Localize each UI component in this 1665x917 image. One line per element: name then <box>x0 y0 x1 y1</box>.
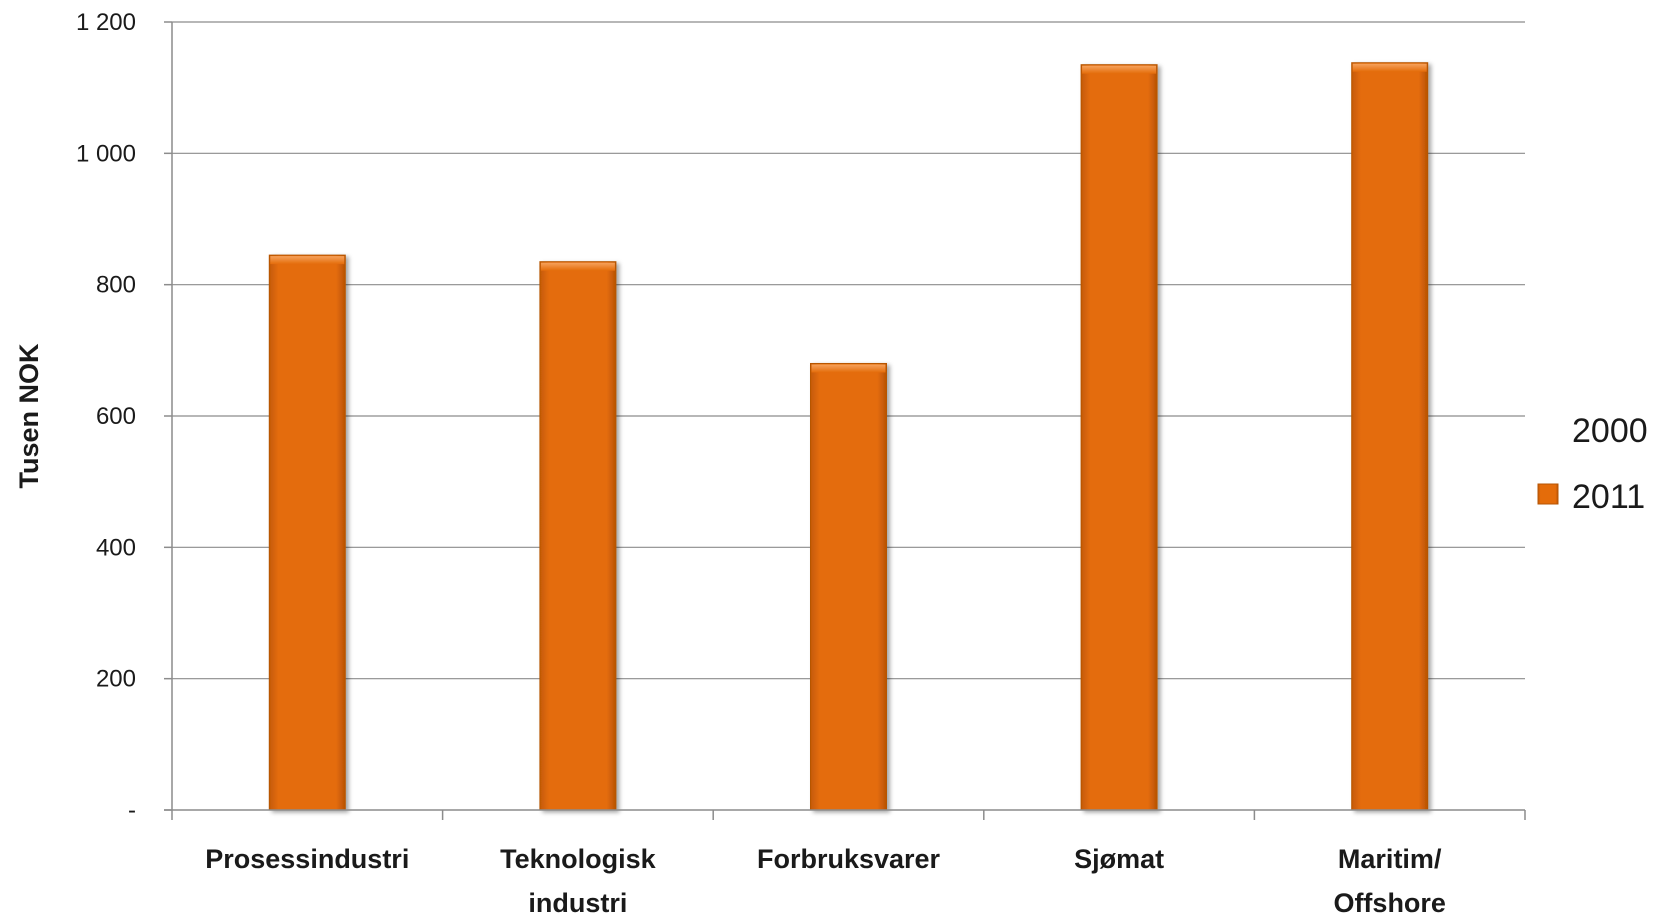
x-category-label: Maritim/Offshore <box>1333 844 1446 917</box>
bar-body <box>268 254 346 811</box>
bar-body <box>1351 62 1429 811</box>
x-category-label: Forbruksvarer <box>757 844 941 874</box>
bar-cap <box>540 262 615 271</box>
bar-cap <box>811 364 886 373</box>
bar-body <box>539 261 617 811</box>
x-category-line: Maritim/ <box>1338 844 1442 874</box>
bar-body <box>810 362 887 811</box>
x-category-label: Teknologisk industri <box>500 844 657 917</box>
y-tick-label: 1 200 <box>76 9 136 36</box>
y-tick-label: 1 000 <box>76 140 136 167</box>
y-tick-label: - <box>128 797 136 824</box>
y-tick-label: 600 <box>96 403 136 430</box>
bar-cap <box>1082 65 1157 74</box>
x-category-line: Teknologisk <box>500 844 657 874</box>
bar-cap <box>270 256 345 265</box>
labels: - 200 400 600 800 1 000 1 200 Prosessindustri Te… <box>14 9 1446 917</box>
bar-5 <box>1351 62 1429 811</box>
axes <box>164 21 1526 820</box>
y-tick-label: 200 <box>96 666 136 693</box>
legend-label: 2011 <box>1572 478 1645 516</box>
x-category-line: Offshore <box>1333 888 1446 917</box>
x-category-line: Sjømat <box>1074 844 1164 874</box>
x-category-label: Sjømat <box>1074 844 1164 874</box>
x-category-label: Prosessindustri <box>205 844 409 874</box>
legend-label: 2000 <box>1572 412 1648 450</box>
x-category-line: Prosessindustri <box>205 844 409 874</box>
bar-4 <box>1080 64 1158 811</box>
legend: 2000 2011 <box>1537 412 1648 516</box>
bars <box>268 62 1429 811</box>
y-tick-label: 800 <box>96 272 136 299</box>
legend-swatch <box>1537 483 1559 505</box>
bar-body <box>1080 64 1158 811</box>
y-tick-label: 400 <box>96 534 136 561</box>
y-axis-title: Tusen NOK <box>14 343 44 489</box>
bar-2 <box>539 261 617 811</box>
bar-1 <box>268 254 346 811</box>
x-category-line: industri <box>528 888 627 917</box>
bar-3 <box>810 362 887 811</box>
bar-cap <box>1352 63 1427 72</box>
x-category-line: Forbruksvarer <box>757 844 941 874</box>
